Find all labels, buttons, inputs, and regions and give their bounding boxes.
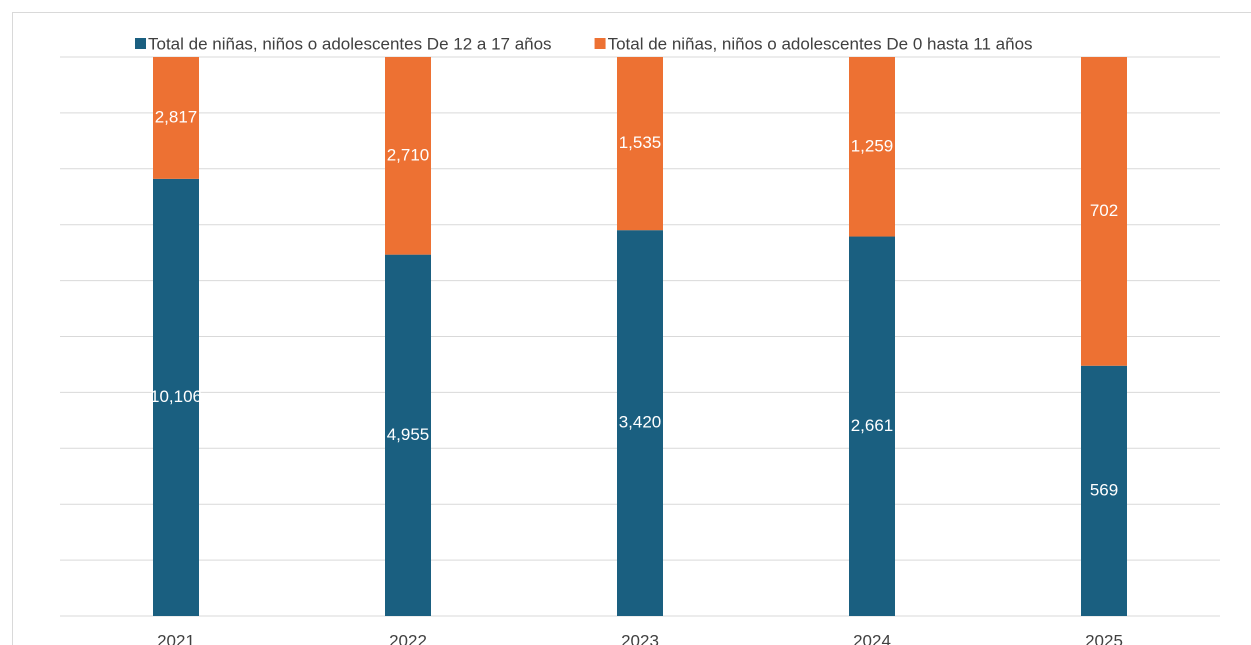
data-label: 3,420 (619, 413, 662, 432)
bar-segment (849, 57, 895, 237)
legend-swatch (594, 38, 606, 49)
bar-segment (153, 57, 199, 179)
chart-border (12, 12, 1251, 645)
data-label: 2,710 (387, 145, 430, 164)
data-label: 4,955 (387, 425, 430, 444)
bar-segment (385, 254, 431, 616)
bar-segment (617, 57, 663, 231)
data-label: 702 (1090, 201, 1118, 220)
legend-swatch (135, 38, 146, 49)
data-label: 1,259 (851, 136, 894, 155)
bar-segment (1081, 365, 1127, 616)
data-label: 10,106 (150, 387, 202, 406)
bar-segment (153, 178, 199, 617)
bar-segment (849, 236, 895, 617)
data-label: 2,817 (155, 107, 198, 126)
legend-label: Total de niñas, niños o adolescentes De … (148, 34, 552, 53)
x-tick-label: 2023 (621, 631, 659, 645)
x-tick-label: 2025 (1085, 631, 1123, 645)
bar-segment (617, 230, 663, 616)
data-label: 569 (1090, 480, 1118, 499)
data-label: 1,535 (619, 133, 662, 152)
bar-segment (1081, 57, 1127, 366)
data-label: 2,661 (851, 416, 894, 435)
x-tick-label: 2022 (389, 631, 427, 645)
bar-segment (385, 57, 431, 255)
legend-label: Total de niñas, niños o adolescentes De … (608, 34, 1033, 53)
x-tick-label: 2021 (157, 631, 195, 645)
x-tick-label: 2024 (853, 631, 891, 645)
